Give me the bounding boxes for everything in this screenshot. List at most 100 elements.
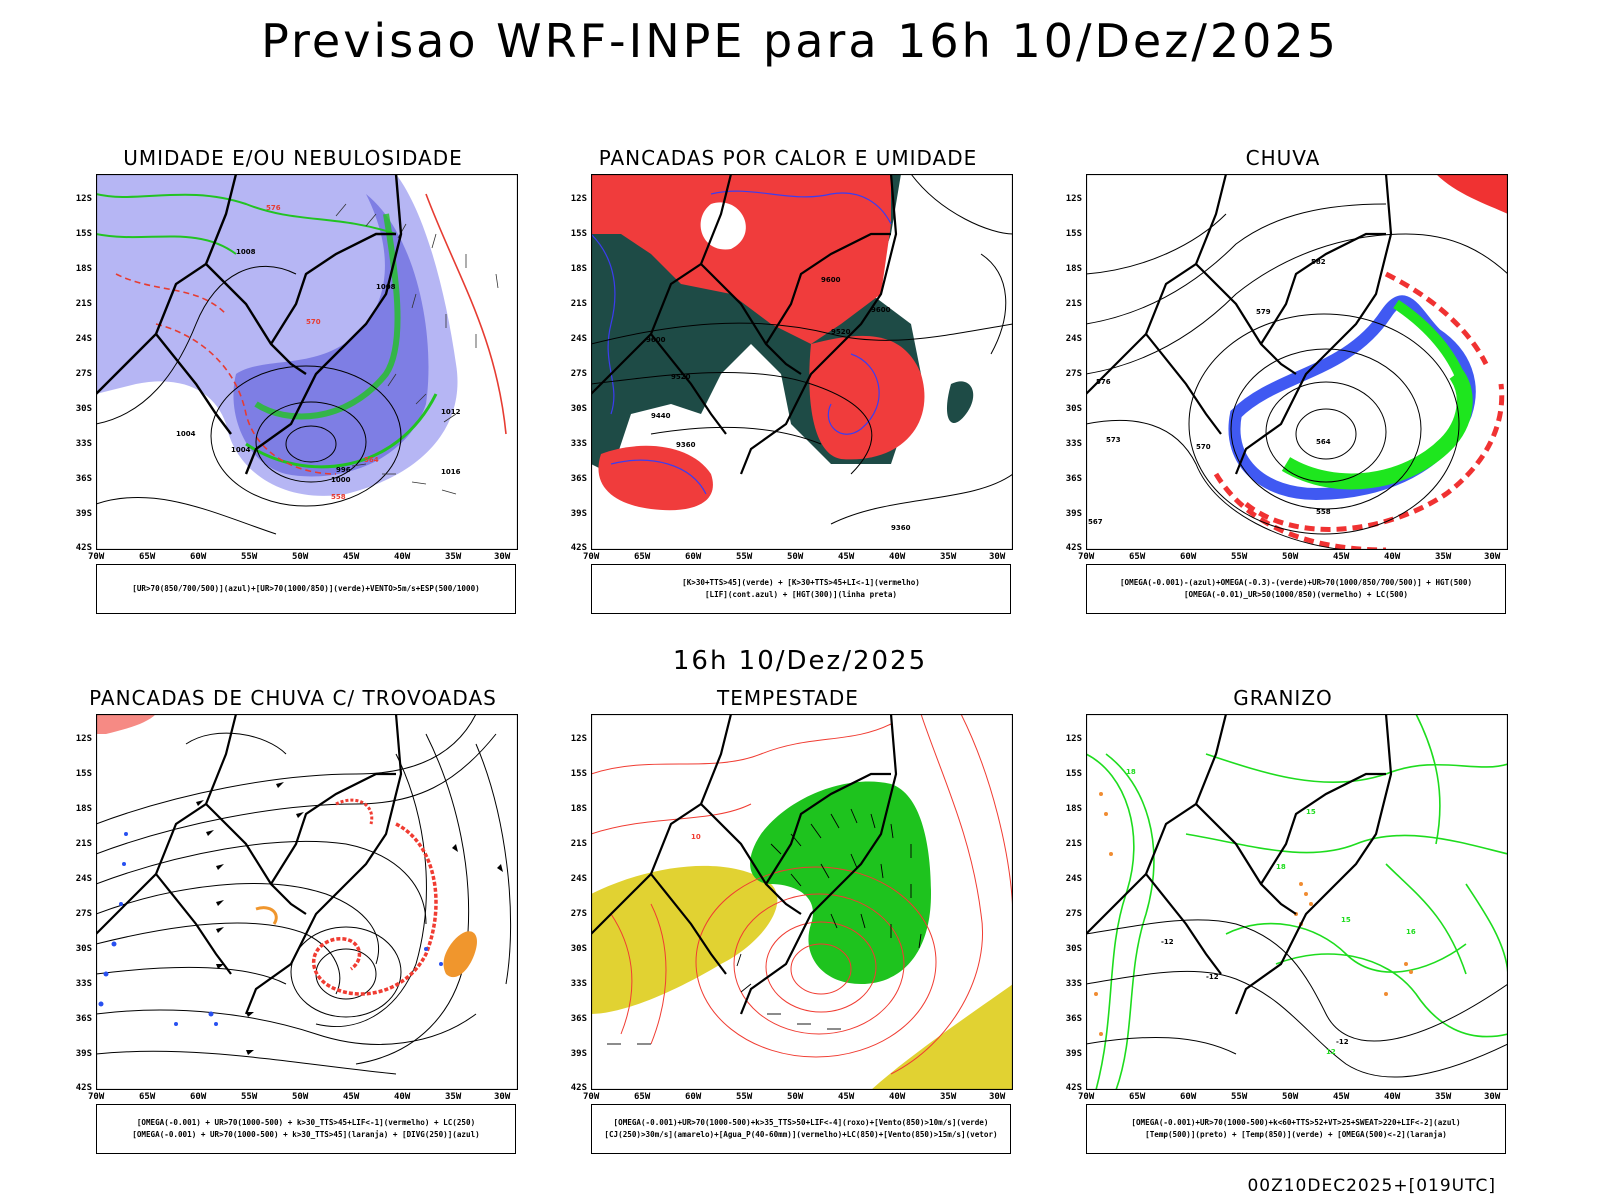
li-red-area <box>809 335 925 460</box>
thickness-label: 570 <box>306 318 321 326</box>
isobar-label: 1008 <box>236 248 256 256</box>
lat-label: 30S <box>1065 944 1082 954</box>
country-borders <box>1086 714 1393 1015</box>
lon-label: 30W <box>494 1092 511 1102</box>
panel-title: TEMPESTADE <box>717 686 859 710</box>
lat-label: 27S <box>570 369 587 379</box>
wind-vectors <box>607 808 922 1045</box>
lon-label: 30W <box>989 1092 1006 1102</box>
temp500-label: -12 <box>1206 973 1219 981</box>
humidity-green-band <box>254 213 401 420</box>
legend-line: [K>30+TTS>45](verde) + [K>30+TTS>45+LI<-… <box>682 578 920 587</box>
panel-title: UMIDADE E/OU NEBULOSIDADE <box>123 146 463 170</box>
streamlines <box>96 714 512 1075</box>
lon-label: 65W <box>139 552 156 562</box>
hgt-label: 573 <box>1106 436 1121 444</box>
lat-label: 27S <box>1065 369 1082 379</box>
panel-legend: [UR>70(850/700/500)](azul)+[UR>70(1000/8… <box>96 564 516 614</box>
lat-label: 42S <box>1065 543 1082 553</box>
lat-label: 12S <box>1065 734 1082 744</box>
lat-label: 21S <box>570 839 587 849</box>
lat-label: 21S <box>570 299 587 309</box>
panel-chuva: CHUVA <box>1048 146 1518 626</box>
lon-label: 65W <box>1129 552 1146 562</box>
country-borders <box>591 174 898 475</box>
hgt-label: 9360 <box>891 524 911 532</box>
stream-arrows <box>196 782 503 1055</box>
lon-label: 70W <box>1078 552 1095 562</box>
lat-label: 33S <box>75 979 92 989</box>
lon-label: 45W <box>838 1092 855 1102</box>
lon-label: 70W <box>88 552 105 562</box>
isobar-label: 1004 <box>176 430 196 438</box>
lat-label: 24S <box>570 334 587 344</box>
lon-label: 55W <box>736 552 753 562</box>
omega-orange-dots <box>1094 792 1413 1036</box>
map-trovoadas[interactable] <box>96 714 518 1090</box>
panel-tempestade: TEMPESTADE <box>553 686 1023 1166</box>
lon-label: 40W <box>394 1092 411 1102</box>
legend-line: [Temp(500)](preto) + [Temp(850)](verde) … <box>1145 1130 1447 1139</box>
lat-label: 27S <box>1065 909 1082 919</box>
lon-label: 30W <box>1484 552 1501 562</box>
lon-label: 40W <box>1384 1092 1401 1102</box>
lat-label: 15S <box>1065 229 1082 239</box>
legend-line: [OMEGA(-0.001)-(azul)+OMEGA(-0.3)-(verde… <box>1119 578 1473 587</box>
isobar-label: 1016 <box>441 468 461 476</box>
lon-label: 65W <box>634 1092 651 1102</box>
lat-label: 36S <box>1065 474 1082 484</box>
lat-label: 12S <box>75 734 92 744</box>
lat-label: 42S <box>75 1083 92 1093</box>
lon-label: 70W <box>88 1092 105 1102</box>
legend-line: [CJ(250)>30m/s](amarelo)+[Agua_P(40-60mm… <box>604 1130 998 1139</box>
divergence-blue-dots <box>98 832 443 1026</box>
lat-label: 33S <box>1065 439 1082 449</box>
lon-label: 60W <box>1180 1092 1197 1102</box>
lon-label: 35W <box>940 552 957 562</box>
thickness-label: 576 <box>266 204 281 212</box>
lon-label: 50W <box>1282 1092 1299 1102</box>
lon-label: 30W <box>1484 1092 1501 1102</box>
map-tempestade[interactable]: 10 <box>591 714 1013 1090</box>
temp850-label: 16 <box>1406 928 1416 936</box>
hgt-label: 579 <box>1256 308 1271 316</box>
map-pancadas-calor[interactable]: 9600 9600 9520 9440 9360 9360 9520 9600 <box>591 174 1013 550</box>
lon-label: 40W <box>889 552 906 562</box>
hgt-label: 9600 <box>871 306 891 314</box>
panel-title: PANCADAS DE CHUVA C/ TROVOADAS <box>89 686 497 710</box>
main-title: Previsao WRF-INPE para 16h 10/Dez/2025 <box>261 14 1339 68</box>
lat-label: 33S <box>570 979 587 989</box>
panel-trovoadas: PANCADAS DE CHUVA C/ TROVOADAS <box>58 686 528 1166</box>
lat-label: 15S <box>75 769 92 779</box>
lat-label: 39S <box>75 1049 92 1059</box>
lat-label: 18S <box>570 804 587 814</box>
lat-label: 21S <box>1065 839 1082 849</box>
lat-label: 36S <box>75 474 92 484</box>
map-umidade[interactable]: 1008 1004 1004 1008 1012 1016 1000 996 5… <box>96 174 518 550</box>
hgt500-contours <box>1086 203 1508 550</box>
temp850-label: 15 <box>1341 916 1351 924</box>
lon-label: 65W <box>634 552 651 562</box>
lon-label: 40W <box>1384 552 1401 562</box>
sub-title: 16h 10/Dez/2025 <box>672 646 928 676</box>
map-granizo[interactable]: -12 -12 -12 15 15 18 12 16 18 <box>1086 714 1508 1090</box>
lon-label: 50W <box>787 1092 804 1102</box>
omega-green-band <box>1281 369 1473 490</box>
lon-label: 70W <box>583 1092 600 1102</box>
temp500-label: -12 <box>1161 938 1174 946</box>
lat-label: 39S <box>1065 509 1082 519</box>
lon-label: 50W <box>787 552 804 562</box>
temp850-label: 15 <box>1306 808 1316 816</box>
lon-label: 60W <box>190 552 207 562</box>
temp850-contours <box>1086 714 1508 1090</box>
isobar-label: 1008 <box>376 283 396 291</box>
li-red-area <box>591 174 891 344</box>
lat-label: 30S <box>75 404 92 414</box>
temp850-label: 12 <box>1326 1048 1336 1056</box>
lat-label: 27S <box>75 909 92 919</box>
thunder-red-ring <box>311 822 438 996</box>
lon-label: 45W <box>343 1092 360 1102</box>
map-chuva[interactable]: 582 579 576 573 570 564 558 567 <box>1086 174 1508 550</box>
panel-legend: [OMEGA(-0.001)+UR>70(1000-500)+k<60+TTS>… <box>1086 1104 1506 1154</box>
hgt-label: 9600 <box>646 336 666 344</box>
